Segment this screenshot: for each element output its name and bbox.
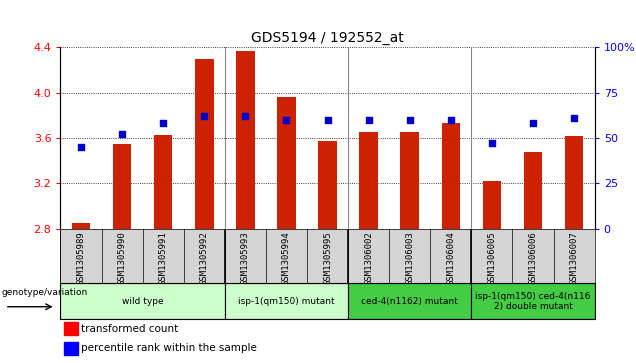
Text: GSM1305990: GSM1305990 xyxy=(118,232,127,285)
Point xyxy=(117,131,127,137)
Bar xyxy=(318,141,337,229)
Text: percentile rank within the sample: percentile rank within the sample xyxy=(81,343,258,354)
Bar xyxy=(236,50,254,229)
Text: GSM1306005: GSM1306005 xyxy=(487,232,497,285)
Text: isp-1(qm150) ced-4(n116
2) double mutant: isp-1(qm150) ced-4(n116 2) double mutant xyxy=(475,291,591,311)
Point xyxy=(240,113,251,119)
Text: GSM1305989: GSM1305989 xyxy=(76,232,85,285)
Bar xyxy=(565,136,583,229)
Text: GSM1305993: GSM1305993 xyxy=(241,232,250,285)
Bar xyxy=(60,283,225,319)
Bar xyxy=(225,283,348,319)
Bar xyxy=(277,97,296,229)
Bar xyxy=(64,322,78,335)
Title: GDS5194 / 192552_at: GDS5194 / 192552_at xyxy=(251,31,404,45)
Text: GSM1306003: GSM1306003 xyxy=(405,232,414,285)
Bar xyxy=(72,223,90,229)
Point xyxy=(528,121,538,126)
Bar xyxy=(483,181,501,229)
Text: GSM1305994: GSM1305994 xyxy=(282,232,291,285)
Bar xyxy=(359,132,378,229)
Text: GSM1306006: GSM1306006 xyxy=(529,232,537,285)
Bar xyxy=(154,135,172,229)
Text: GSM1306004: GSM1306004 xyxy=(446,232,455,285)
Text: GSM1306007: GSM1306007 xyxy=(570,232,579,285)
Bar xyxy=(64,342,78,355)
Point xyxy=(199,113,209,119)
Text: wild type: wild type xyxy=(122,297,163,306)
Bar xyxy=(195,58,214,229)
Bar xyxy=(524,152,543,229)
Text: GSM1305995: GSM1305995 xyxy=(323,232,332,285)
Point xyxy=(76,144,86,150)
Point xyxy=(281,117,291,123)
Text: isp-1(qm150) mutant: isp-1(qm150) mutant xyxy=(238,297,335,306)
Text: GSM1306002: GSM1306002 xyxy=(364,232,373,285)
Bar xyxy=(441,123,460,229)
Point xyxy=(446,117,456,123)
Bar xyxy=(348,283,471,319)
Bar xyxy=(401,132,419,229)
Bar xyxy=(471,283,595,319)
Point xyxy=(569,115,579,121)
Text: genotype/variation: genotype/variation xyxy=(1,288,88,297)
Text: transformed count: transformed count xyxy=(81,324,179,334)
Text: ced-4(n1162) mutant: ced-4(n1162) mutant xyxy=(361,297,458,306)
Point xyxy=(322,117,333,123)
Point xyxy=(364,117,374,123)
Text: GSM1305992: GSM1305992 xyxy=(200,232,209,285)
Point xyxy=(158,121,169,126)
Point xyxy=(487,140,497,146)
Text: GSM1305991: GSM1305991 xyxy=(158,232,168,285)
Bar xyxy=(113,144,131,229)
Point xyxy=(404,117,415,123)
